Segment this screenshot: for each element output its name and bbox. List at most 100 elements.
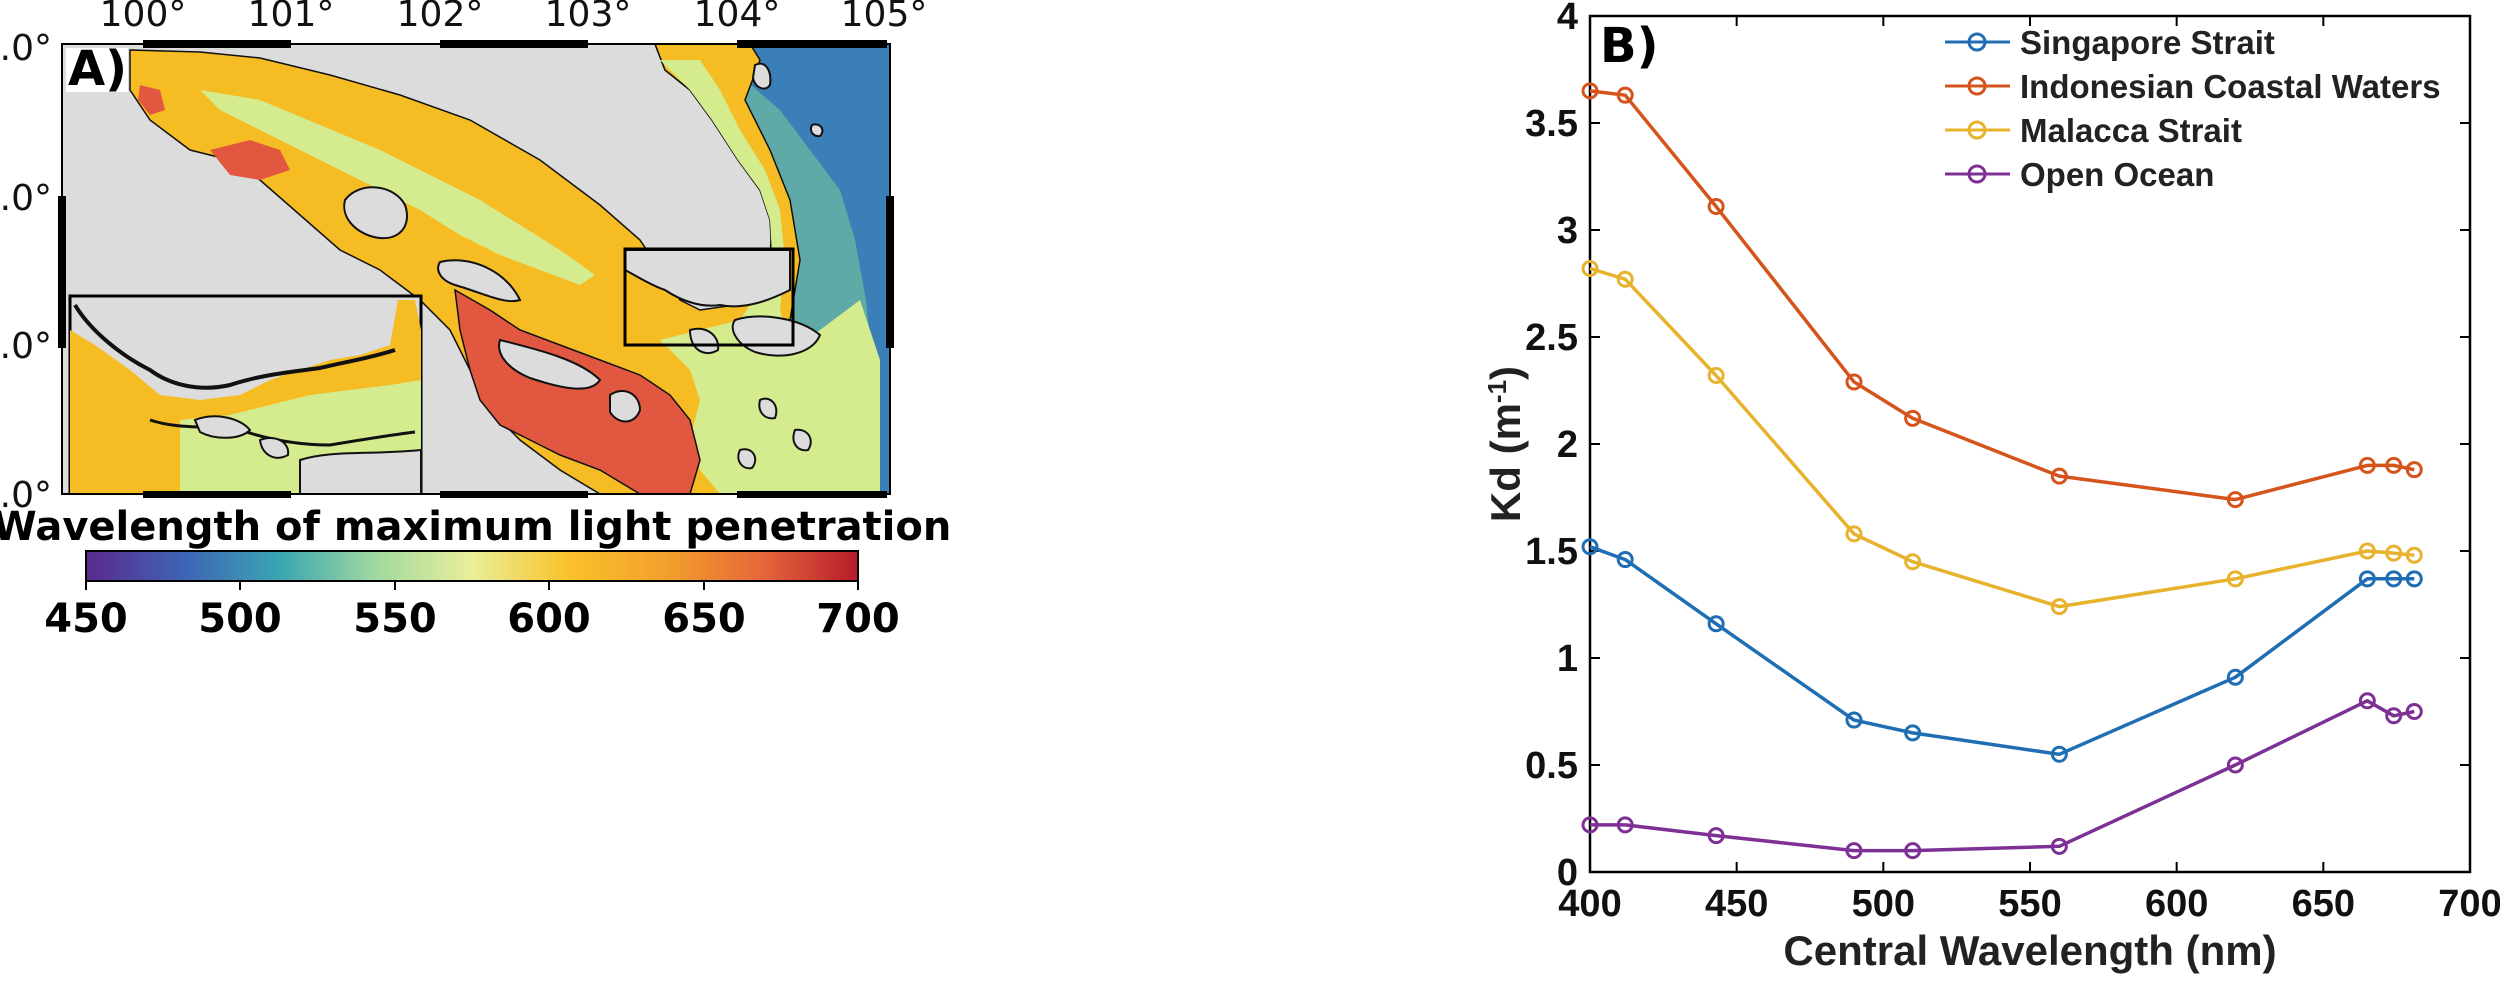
data-point-singapore-strait [1904,724,1922,742]
data-point-indonesian-coastal-waters [1904,409,1922,427]
y-tick-label: 1.5 [1525,531,1578,573]
singapore-peninsula-land [624,249,791,308]
data-point-malacca-strait [2226,570,2244,588]
legend: Singapore Strait Indonesian Coastal Wate… [1945,24,2441,193]
legend-label-singapore-strait: Singapore Strait [2020,24,2275,61]
red-estuary-band [454,288,701,494]
data-point-malacca-strait [2358,542,2376,560]
data-point-indonesian-coastal-waters [2358,456,2376,474]
small-island-1 [758,397,778,420]
data-point-indonesian-coastal-waters [2405,461,2423,479]
data-point-indonesian-coastal-waters [1707,197,1725,215]
panel-b-label: B) [1600,18,1659,74]
x-tick-label: 650 [2292,883,2355,925]
data-point-singapore-strait [2358,570,2376,588]
data-point-open-ocean [2226,756,2244,774]
colorbar-gradient [85,550,859,582]
data-point-singapore-strait [1616,551,1634,569]
y-tick-label: 3 [1557,210,1578,252]
series-line-malacca-strait [1589,266,2415,609]
data-point-open-ocean [2405,703,2423,720]
colorbar-tick-650: 650 [662,596,746,642]
axis-ticks: 400 450 500 550 600 650 700 0 0.5 1 1.5 2 2.5 3 3.5 4 [1525,0,2500,925]
lat-tick-0: 0.0° [0,475,52,516]
data-point-malacca-strait [1581,260,1599,278]
data-point-indonesian-coastal-waters [1845,373,1863,391]
legend-label-indonesian-coastal-waters: Indonesian Coastal Waters [2020,68,2441,105]
data-point-open-ocean [2050,837,2068,855]
inset-coast-north [73,303,396,390]
lat-tick-1: 1.0° [0,326,52,367]
colorbar-title: Wavelength of maximum light penetration [0,504,951,550]
series-line-open-ocean [1590,699,2415,853]
y-axis-label-main: Kd (m [1482,403,1529,522]
colorbar-tick-550: 550 [353,596,437,642]
y-tick-label: 2.5 [1525,317,1578,359]
bengkalis-island [343,186,408,240]
x-tick-label: 550 [1998,883,2061,925]
data-point-open-ocean [1616,816,1634,834]
legend-marker-malacca-strait [1967,120,1987,140]
map-border-bars [58,40,894,498]
data-point-singapore-strait [1707,615,1725,633]
data-point-singapore-strait [1581,538,1599,556]
data-point-open-ocean [2358,692,2376,710]
series-open-ocean [1581,692,2423,860]
data-point-singapore-strait [2226,668,2244,686]
panel-b-chart: 400 450 500 550 600 650 700 0 0.5 1 1.5 2 2.5 3 3.5 4 B… [1482,0,2500,974]
inset-map [68,294,423,494]
inset-coast-south [149,418,416,447]
lon-tick-105: 105° [841,0,928,35]
y-tick-label: 4 [1557,0,1578,38]
legend-label-open-ocean: Open Ocean [2020,156,2214,193]
data-point-indonesian-coastal-waters [2226,491,2244,509]
panel-a-label-bg [66,48,128,92]
data-point-indonesian-coastal-waters [2050,467,2068,485]
x-tick-label: 500 [1852,883,1915,925]
y-axis-label-close: ) [1482,366,1529,380]
data-point-open-ocean [1581,816,1599,834]
tioman-island [751,62,772,90]
map-area [62,44,890,494]
data-point-malacca-strait [1616,270,1634,288]
colorbar-tick-marks [85,581,859,590]
data-point-open-ocean [1845,842,1863,860]
lat-tick-3: 3.0° [0,28,52,69]
series-line-singapore-strait [1589,545,2415,757]
lon-tick-104: 104° [694,0,781,35]
small-island-east [810,123,824,138]
data-point-malacca-strait [1904,553,1922,571]
data-point-indonesian-coastal-waters [1616,86,1634,104]
zoom-box [623,247,795,347]
inset-island-left [193,415,252,439]
x-tick-label: 600 [2145,883,2208,925]
data-point-singapore-strait [2405,570,2423,588]
lon-tick-101: 101° [248,0,335,35]
x-tick-label: 700 [2438,883,2500,925]
data-point-malacca-strait [1707,367,1725,385]
data-point-singapore-strait [2050,745,2068,763]
y-axis-label: Kd (m-1) [1482,366,1529,522]
legend-marker-indonesian-coastal-waters [1967,76,1987,96]
x-tick-label: 400 [1558,883,1621,925]
rupat-island [437,259,522,303]
lat-tick-2: 2.0° [0,178,52,219]
lon-tick-103: 103° [545,0,632,35]
red-patch-northwest [138,85,165,115]
colorbar-tick-450: 450 [44,596,128,642]
series-line-indonesian-coastal-waters [1589,89,2415,502]
small-island-3 [737,448,757,470]
y-tick-label: 2 [1557,424,1578,466]
red-patch-north [210,140,290,180]
data-point-malacca-strait [2405,546,2423,564]
y-axis-label-superscript: -1 [1482,380,1512,403]
data-point-open-ocean [2385,707,2403,725]
lon-tick-100: 100° [100,0,187,35]
data-point-singapore-strait [1845,711,1863,729]
data-point-indonesian-coastal-waters [1581,82,1599,100]
legend-marker-singapore-strait [1967,32,1987,52]
data-point-malacca-strait [2385,544,2403,562]
legend-marker-open-ocean [1967,164,1987,184]
inset-land-southeast [299,448,422,494]
series-singapore-strait [1581,538,2423,763]
